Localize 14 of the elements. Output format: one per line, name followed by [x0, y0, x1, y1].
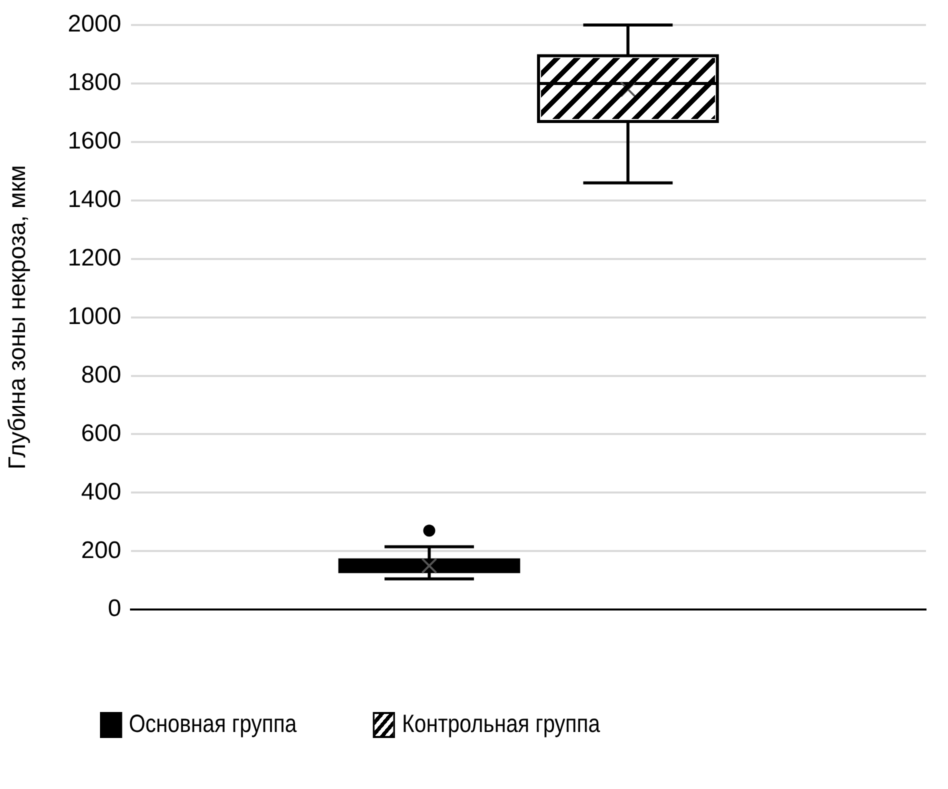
y-tick-label: 1800	[68, 69, 122, 96]
y-tick-label: 2000	[68, 10, 122, 38]
legend-label: Контрольная группа	[402, 710, 600, 739]
y-tick-label: 1200	[68, 244, 122, 272]
y-tick-label: 800	[81, 361, 122, 388]
y-axis-title: Глубина зоны некроза, мкм	[4, 165, 32, 470]
y-tick-label: 1400	[68, 186, 122, 214]
y-tick-label: 0	[108, 595, 122, 622]
legend-label: Основная группа	[128, 710, 297, 739]
y-tick-label: 200	[81, 536, 122, 564]
y-tick-label: 600	[81, 420, 122, 447]
y-tick-label: 400	[81, 478, 122, 506]
y-tick-label: 1000	[68, 302, 122, 330]
y-tick-label: 1600	[68, 128, 122, 155]
